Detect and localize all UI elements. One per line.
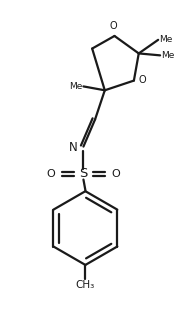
Text: O: O — [112, 169, 120, 179]
Text: Me: Me — [69, 82, 83, 91]
Text: O: O — [47, 169, 55, 179]
Text: S: S — [79, 167, 88, 180]
Text: O: O — [110, 21, 117, 31]
Text: Me: Me — [161, 51, 174, 60]
Text: Me: Me — [159, 35, 172, 44]
Text: CH₃: CH₃ — [76, 280, 95, 290]
Text: O: O — [139, 75, 146, 84]
Text: N: N — [69, 141, 78, 154]
